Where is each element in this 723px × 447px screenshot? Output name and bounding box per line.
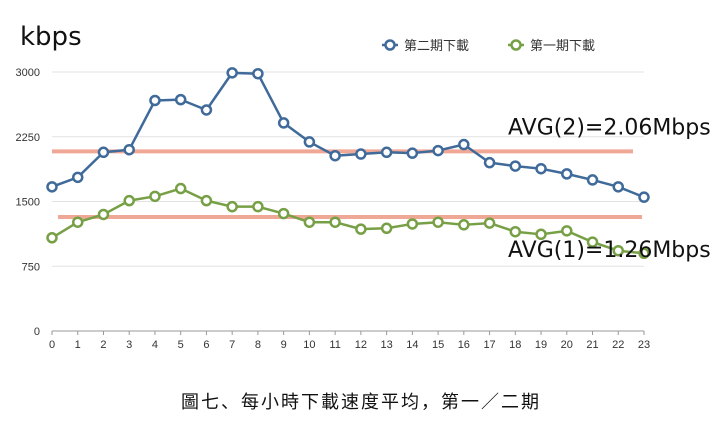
data-point bbox=[226, 67, 238, 79]
x-tick-label: 14 bbox=[406, 339, 418, 351]
legend-item-series-1: 第一期下載 bbox=[508, 39, 595, 54]
data-point bbox=[380, 222, 393, 235]
x-tick-label: 16 bbox=[458, 339, 470, 351]
data-point bbox=[123, 194, 135, 207]
legend: 第二期下載 第一期下載 bbox=[382, 39, 595, 54]
data-point bbox=[561, 225, 573, 237]
x-tick-label: 17 bbox=[483, 339, 495, 351]
y-tick-labels: 0 750 1500 2250 3000 bbox=[16, 67, 40, 338]
data-point bbox=[380, 146, 393, 159]
x-tick-label: 13 bbox=[380, 339, 392, 351]
legend-marker-series-2 bbox=[384, 39, 396, 51]
data-point bbox=[329, 216, 341, 228]
y-tick-label: 750 bbox=[22, 261, 40, 273]
data-point bbox=[174, 182, 187, 195]
x-tick-label: 22 bbox=[612, 339, 624, 351]
grid-lines bbox=[51, 71, 645, 335]
x-tick-label: 1 bbox=[75, 339, 81, 351]
x-tick-label: 19 bbox=[535, 339, 547, 351]
data-point bbox=[458, 138, 470, 151]
data-point bbox=[561, 168, 573, 180]
average-lines bbox=[52, 149, 642, 220]
x-tick-label: 20 bbox=[561, 339, 573, 351]
x-tick-label: 9 bbox=[281, 339, 287, 351]
data-point bbox=[483, 156, 496, 169]
x-tick-label: 4 bbox=[152, 339, 158, 351]
data-point bbox=[226, 200, 238, 213]
data-point bbox=[458, 219, 470, 231]
x-tick-label: 3 bbox=[126, 339, 132, 351]
legend-marker-series-1 bbox=[510, 39, 522, 51]
data-point bbox=[200, 104, 213, 116]
data-point bbox=[432, 144, 444, 157]
x-tick-label: 8 bbox=[255, 339, 261, 351]
x-tick-label: 11 bbox=[329, 339, 340, 351]
data-point bbox=[149, 190, 161, 203]
average-labels: AVG(2)=2.06Mbps AVG(1)=1.26Mbps bbox=[508, 115, 711, 263]
data-point bbox=[200, 194, 213, 207]
data-point bbox=[303, 216, 316, 228]
x-tick-label: 12 bbox=[355, 339, 367, 351]
legend-label-series-2: 第二期下載 bbox=[404, 39, 469, 54]
x-tick-label: 2 bbox=[100, 339, 106, 351]
series-lines bbox=[46, 67, 650, 260]
data-point bbox=[535, 162, 547, 175]
data-point bbox=[123, 143, 135, 156]
y-tick-label: 1500 bbox=[16, 197, 40, 209]
x-tick-label: 18 bbox=[509, 339, 521, 351]
y-axis-label: kbps bbox=[20, 22, 82, 52]
data-point bbox=[71, 171, 84, 184]
data-point bbox=[46, 232, 58, 244]
x-tick-label: 15 bbox=[432, 339, 444, 351]
data-point bbox=[46, 181, 58, 193]
x-tick-label: 21 bbox=[586, 339, 598, 351]
x-tick-label: 0 bbox=[49, 339, 55, 351]
x-tick-label: 23 bbox=[638, 339, 650, 351]
data-point bbox=[432, 216, 444, 228]
data-point bbox=[97, 146, 110, 159]
data-point bbox=[483, 217, 496, 229]
x-tick-label: 7 bbox=[229, 339, 235, 351]
data-point bbox=[329, 149, 341, 162]
data-point bbox=[71, 216, 84, 228]
data-point bbox=[252, 200, 264, 213]
x-tick-label: 5 bbox=[178, 339, 184, 351]
data-point bbox=[406, 218, 419, 230]
figure-caption: 圖七、每小時下載速度平均，第一／二期 bbox=[181, 392, 541, 413]
x-tick-label: 6 bbox=[203, 339, 209, 351]
y-tick-label: 2250 bbox=[16, 132, 40, 144]
legend-item-series-2: 第二期下載 bbox=[382, 39, 469, 54]
data-point bbox=[252, 67, 264, 80]
data-point bbox=[638, 191, 650, 203]
x-tick-label: 10 bbox=[303, 339, 315, 351]
data-point bbox=[612, 244, 625, 257]
data-point bbox=[509, 225, 522, 238]
y-tick-label: 0 bbox=[34, 326, 40, 338]
data-point bbox=[303, 136, 316, 148]
average-label: AVG(2)=2.06Mbps bbox=[508, 115, 711, 140]
data-point bbox=[586, 236, 599, 248]
data-point bbox=[277, 207, 290, 220]
data-point bbox=[406, 147, 419, 159]
data-point bbox=[509, 160, 522, 172]
data-point bbox=[535, 228, 547, 241]
data-point bbox=[174, 93, 187, 106]
average-label: AVG(1)=1.26Mbps bbox=[508, 238, 711, 263]
y-tick-label: 3000 bbox=[16, 67, 40, 79]
x-tick-labels: 0 1 2 3 4 5 6 7 8 9 10 11 12 13 14 15 16 17 18 19 20 21 22 23 bbox=[49, 339, 650, 351]
data-point bbox=[97, 208, 110, 221]
legend-label-series-1: 第一期下載 bbox=[530, 39, 595, 54]
data-point bbox=[355, 148, 367, 160]
data-point bbox=[355, 223, 367, 235]
data-point bbox=[612, 181, 625, 193]
data-point bbox=[277, 117, 290, 129]
data-point bbox=[149, 94, 161, 107]
data-point bbox=[586, 174, 599, 186]
data-point bbox=[638, 247, 650, 260]
